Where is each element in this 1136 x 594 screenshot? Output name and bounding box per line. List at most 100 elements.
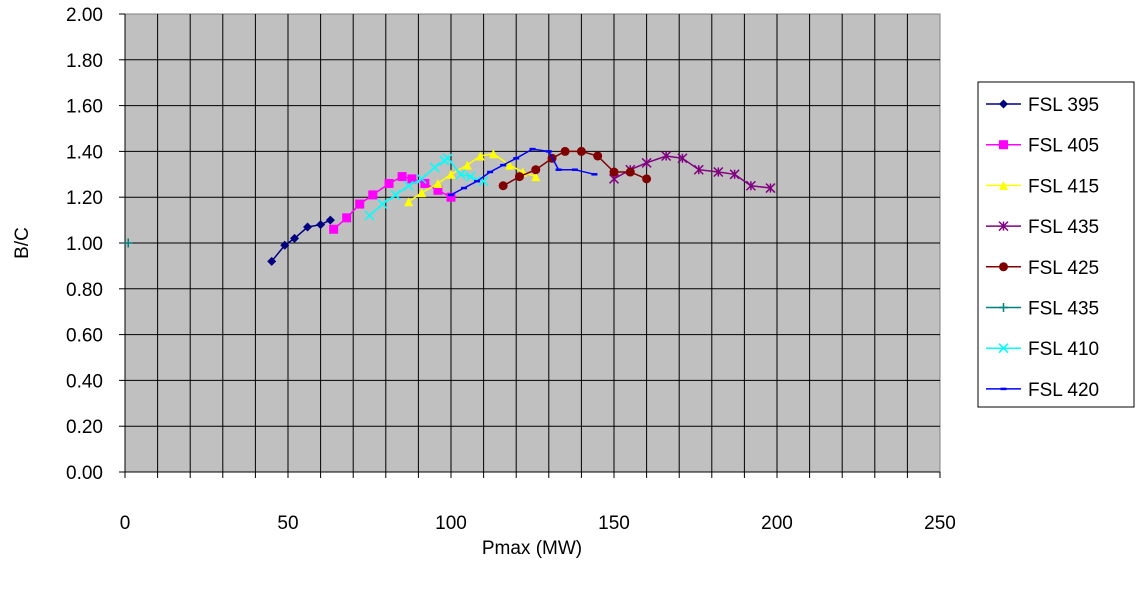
marker-stroke <box>390 189 401 200</box>
legend: FSL 395 FSL 405 FSL 415 FSL 435 FSL 425 FSL 4… <box>977 81 1135 408</box>
data-point <box>465 171 476 182</box>
legend-marker <box>998 343 1009 354</box>
x-tick-label: 0 <box>120 513 131 534</box>
data-point <box>384 178 394 188</box>
y-tick-label: 0.40 <box>66 371 103 392</box>
legend-label: FSL 435 <box>1028 299 1099 320</box>
data-point <box>429 162 440 173</box>
y-tick-label: 1.80 <box>66 51 103 72</box>
data-point <box>342 213 352 223</box>
marker-stroke <box>455 169 466 180</box>
series-4 <box>498 146 652 191</box>
y-tick-label: 0.00 <box>66 463 103 484</box>
data-point <box>403 180 414 191</box>
data-point <box>417 188 427 198</box>
series-6 <box>364 153 489 221</box>
data-point <box>390 189 401 200</box>
data-point <box>576 146 586 156</box>
legend-label: FSL 435 <box>1028 217 1099 238</box>
data-point <box>498 181 508 191</box>
data-point <box>677 153 688 164</box>
marker-stroke <box>442 153 453 164</box>
y-tick-label: 2.00 <box>66 5 103 26</box>
data-point <box>625 167 635 177</box>
data-point <box>446 192 456 202</box>
y-tick-label: 0.60 <box>66 326 103 347</box>
data-point <box>488 149 498 159</box>
data-point <box>661 150 672 162</box>
data-point <box>693 164 704 175</box>
series-line <box>502 150 647 187</box>
data-point <box>641 157 652 168</box>
data-point <box>531 172 541 182</box>
data-point <box>514 172 524 182</box>
legend-label: FSL 405 <box>1028 136 1099 157</box>
legend-box <box>977 81 1135 408</box>
data-point <box>325 215 335 225</box>
legend-entry: FSL 395 <box>986 95 1099 116</box>
series-5 <box>123 238 133 248</box>
data-point <box>609 167 619 177</box>
data-point <box>446 169 456 179</box>
data-point <box>442 153 453 164</box>
marker-stroke <box>377 199 388 210</box>
data-point <box>765 183 776 194</box>
legend-marker <box>998 221 1009 232</box>
data-point <box>280 240 290 250</box>
marker-stroke <box>429 162 440 173</box>
data-point <box>377 199 388 210</box>
legend-entry: FSL 435 <box>986 299 1099 320</box>
data-point <box>123 238 133 248</box>
marker-stroke <box>465 171 476 182</box>
data-point <box>407 174 417 184</box>
legend-entry: FSL 435 <box>986 217 1099 238</box>
data-point <box>433 178 443 188</box>
data-point <box>462 160 472 170</box>
data-point <box>642 174 652 184</box>
series-group <box>123 146 776 266</box>
data-point <box>303 222 313 232</box>
x-tick-label: 50 <box>277 513 298 534</box>
series-3 <box>608 150 776 194</box>
series-line <box>613 155 771 189</box>
legend-entry: FSL 405 <box>986 136 1099 157</box>
y-axis-title: B/C <box>12 227 33 259</box>
legend-label: FSL 395 <box>1028 95 1099 116</box>
x-tick-label: 150 <box>598 513 630 534</box>
data-point <box>433 185 443 195</box>
y-tick-label: 1.60 <box>66 97 103 118</box>
data-point <box>531 165 541 175</box>
y-tick-label: 0.20 <box>66 417 103 438</box>
x-tick-label: 250 <box>924 513 956 534</box>
data-point <box>355 199 365 209</box>
legend-entry: FSL 425 <box>986 258 1099 279</box>
marker-stroke <box>998 343 1009 354</box>
y-tick-label: 1.00 <box>66 234 103 255</box>
legend-marker <box>999 99 1008 109</box>
data-point <box>729 169 740 180</box>
legend-entry: FSL 410 <box>986 339 1099 360</box>
grid-lines <box>125 14 940 472</box>
marker-stroke <box>416 173 427 184</box>
x-tick-label: 200 <box>761 513 793 534</box>
legend-entry: FSL 415 <box>986 176 1099 197</box>
data-point <box>560 146 570 156</box>
legend-marker <box>999 180 1008 190</box>
series-7 <box>448 147 598 197</box>
x-axis-title: Pmax (MW) <box>482 538 582 559</box>
legend-label: FSL 425 <box>1028 258 1099 279</box>
y-tick-label: 0.80 <box>66 280 103 301</box>
data-point <box>420 178 430 188</box>
data-point <box>267 256 277 266</box>
data-point <box>593 151 603 161</box>
legend-entry: FSL 420 <box>986 380 1099 401</box>
series-line <box>408 152 537 203</box>
data-point <box>505 160 515 170</box>
legend-marker <box>999 303 1008 312</box>
data-point <box>364 210 375 221</box>
data-point <box>316 220 326 230</box>
legend-marker <box>999 140 1008 150</box>
data-point <box>745 180 756 191</box>
